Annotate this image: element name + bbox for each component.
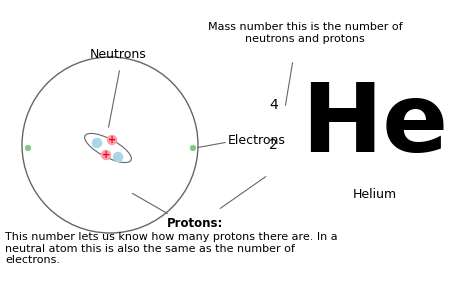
- Text: He: He: [301, 79, 449, 172]
- Circle shape: [190, 145, 196, 151]
- Text: +: +: [108, 135, 116, 145]
- Text: This number lets us know how many protons there are. In a
neutral atom this is a: This number lets us know how many proton…: [5, 232, 337, 265]
- Circle shape: [108, 135, 117, 144]
- Circle shape: [93, 139, 102, 148]
- Text: 2: 2: [269, 138, 278, 152]
- Circle shape: [113, 152, 123, 162]
- Circle shape: [25, 145, 31, 151]
- Text: Electrons: Electrons: [228, 133, 286, 146]
- Text: Protons:: Protons:: [167, 217, 223, 230]
- Text: 4: 4: [269, 98, 278, 112]
- Text: Mass number this is the number of
neutrons and protons: Mass number this is the number of neutro…: [208, 22, 402, 44]
- Circle shape: [102, 150, 110, 160]
- Text: +: +: [102, 150, 110, 160]
- Text: Neutrons: Neutrons: [90, 49, 146, 61]
- Text: Helium: Helium: [353, 189, 397, 201]
